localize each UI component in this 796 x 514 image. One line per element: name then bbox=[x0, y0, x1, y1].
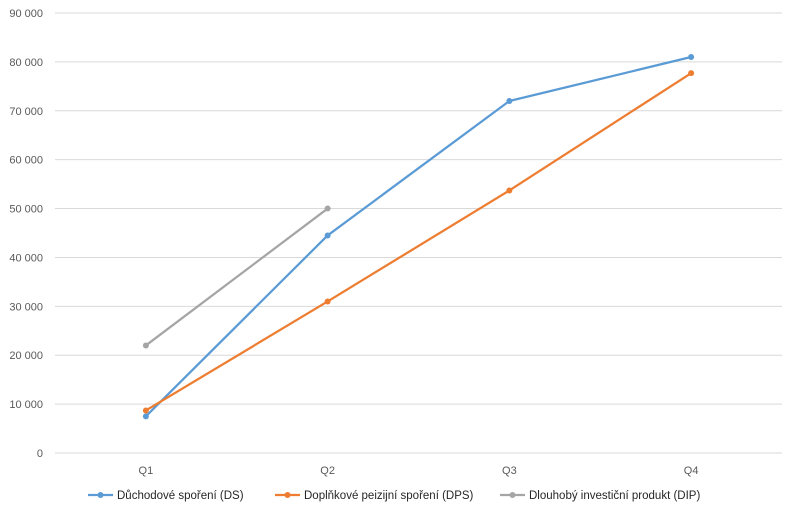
y-tick-label: 10 000 bbox=[9, 399, 43, 411]
legend-label: Důchodové spoření (DS) bbox=[117, 490, 244, 502]
legend-label: Doplňkové peizijní spoření (DPS) bbox=[304, 490, 474, 502]
y-tick-label: 20 000 bbox=[9, 350, 43, 362]
legend-item: Dlouhobý investiční produkt (DIP) bbox=[500, 490, 700, 502]
y-tick-label: 90 000 bbox=[9, 8, 43, 20]
series-1 bbox=[142, 54, 695, 420]
x-tick-label: Q3 bbox=[502, 465, 517, 477]
x-axis-tick-labels: Q1 Q2 Q3 Q4 bbox=[139, 465, 699, 477]
data-point bbox=[688, 70, 695, 77]
data-point bbox=[324, 298, 331, 305]
y-tick-label: 60 000 bbox=[9, 155, 43, 167]
legend-item: Doplňkové peizijní spoření (DPS) bbox=[275, 490, 474, 502]
y-tick-label: 70 000 bbox=[9, 106, 43, 118]
x-tick-label: Q1 bbox=[139, 465, 154, 477]
series-2 bbox=[142, 70, 695, 414]
legend-marker bbox=[97, 492, 104, 498]
series-line bbox=[144, 207, 329, 347]
legend-item: Důchodové spoření (DS) bbox=[88, 490, 244, 502]
data-point bbox=[688, 54, 695, 60]
data-point bbox=[324, 232, 331, 239]
x-tick-label: Q2 bbox=[320, 465, 335, 477]
data-point bbox=[506, 98, 513, 104]
y-tick-label: 50 000 bbox=[9, 204, 43, 216]
legend-marker bbox=[284, 492, 291, 498]
series-line bbox=[144, 55, 693, 418]
data-point bbox=[142, 342, 149, 349]
legend-label: Dlouhobý investiční produkt (DIP) bbox=[529, 490, 700, 502]
series-3 bbox=[142, 205, 331, 349]
y-tick-label: 30 000 bbox=[9, 301, 43, 313]
data-point bbox=[506, 187, 513, 194]
y-axis-tick-labels: 0 10 000 20 000 30 000 40 000 50 000 60 000 70 … bbox=[9, 8, 43, 460]
y-tick-label: 40 000 bbox=[9, 252, 43, 264]
legend-marker bbox=[509, 492, 516, 498]
series-lines bbox=[142, 54, 695, 420]
y-tick-label: 80 000 bbox=[9, 57, 43, 69]
legend: Důchodové spoření (DS) Doplňkové peizijní… bbox=[88, 490, 700, 502]
data-point bbox=[324, 205, 331, 212]
x-tick-label: Q4 bbox=[684, 465, 699, 477]
data-point bbox=[142, 407, 149, 414]
gridlines bbox=[55, 12, 782, 454]
series-line bbox=[144, 72, 693, 412]
data-point bbox=[142, 413, 149, 420]
y-tick-label: 0 bbox=[37, 448, 43, 460]
